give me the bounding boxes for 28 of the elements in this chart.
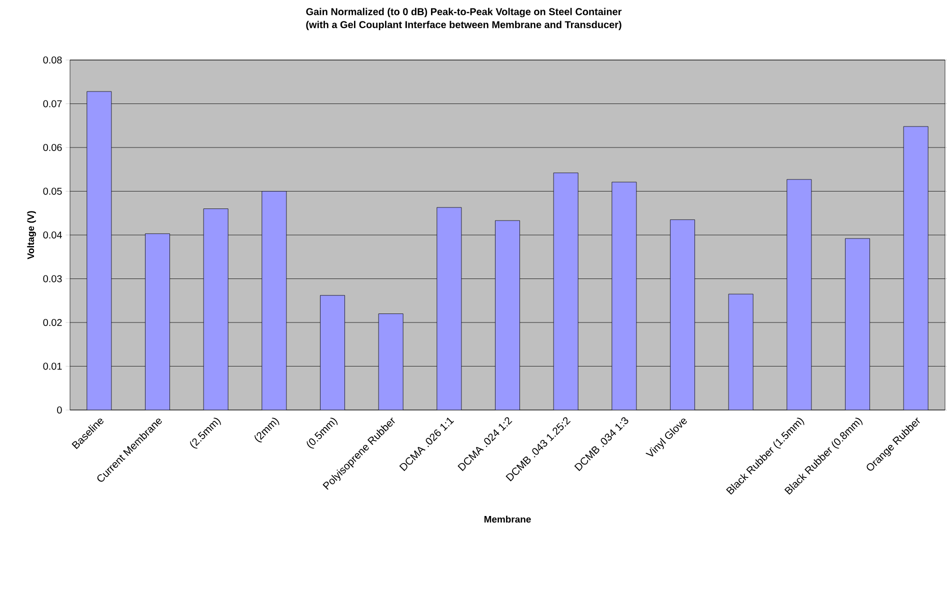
y-tick-label: 0.02: [43, 318, 62, 326]
y-tick-label: 0.01: [43, 362, 62, 370]
bar: [553, 172, 578, 410]
y-tick-label: 0.07: [43, 100, 62, 108]
bar: [495, 220, 520, 410]
y-tick-label: 0.03: [43, 275, 62, 282]
bar: [845, 238, 870, 410]
bar: [612, 182, 637, 410]
bar: [728, 294, 754, 410]
bar: [145, 233, 170, 410]
y-axis-title: Voltage (V): [27, 211, 36, 260]
chart-subtitle: (with a Gel Couplant Interface between Membrane and Transducer): [306, 20, 622, 30]
bar: [378, 314, 404, 410]
bar: [670, 219, 695, 410]
bar: [903, 126, 928, 410]
bar: [436, 207, 462, 410]
chart-title: Gain Normalized (to 0 dB) Peak-to-Peak Voltage on Steel Container: [306, 8, 622, 18]
bar: [203, 208, 228, 410]
bar: [262, 191, 287, 410]
bar: [786, 179, 812, 410]
y-tick-label: 0.05: [43, 188, 62, 195]
y-tick-label: 0.06: [43, 144, 62, 152]
bar: [320, 295, 345, 410]
y-tick-label: 0.04: [43, 231, 62, 239]
y-tick-label: 0: [57, 406, 62, 414]
bar: [86, 91, 112, 410]
y-tick-label: 0.08: [43, 56, 62, 64]
x-axis-title: Membrane: [484, 516, 531, 523]
